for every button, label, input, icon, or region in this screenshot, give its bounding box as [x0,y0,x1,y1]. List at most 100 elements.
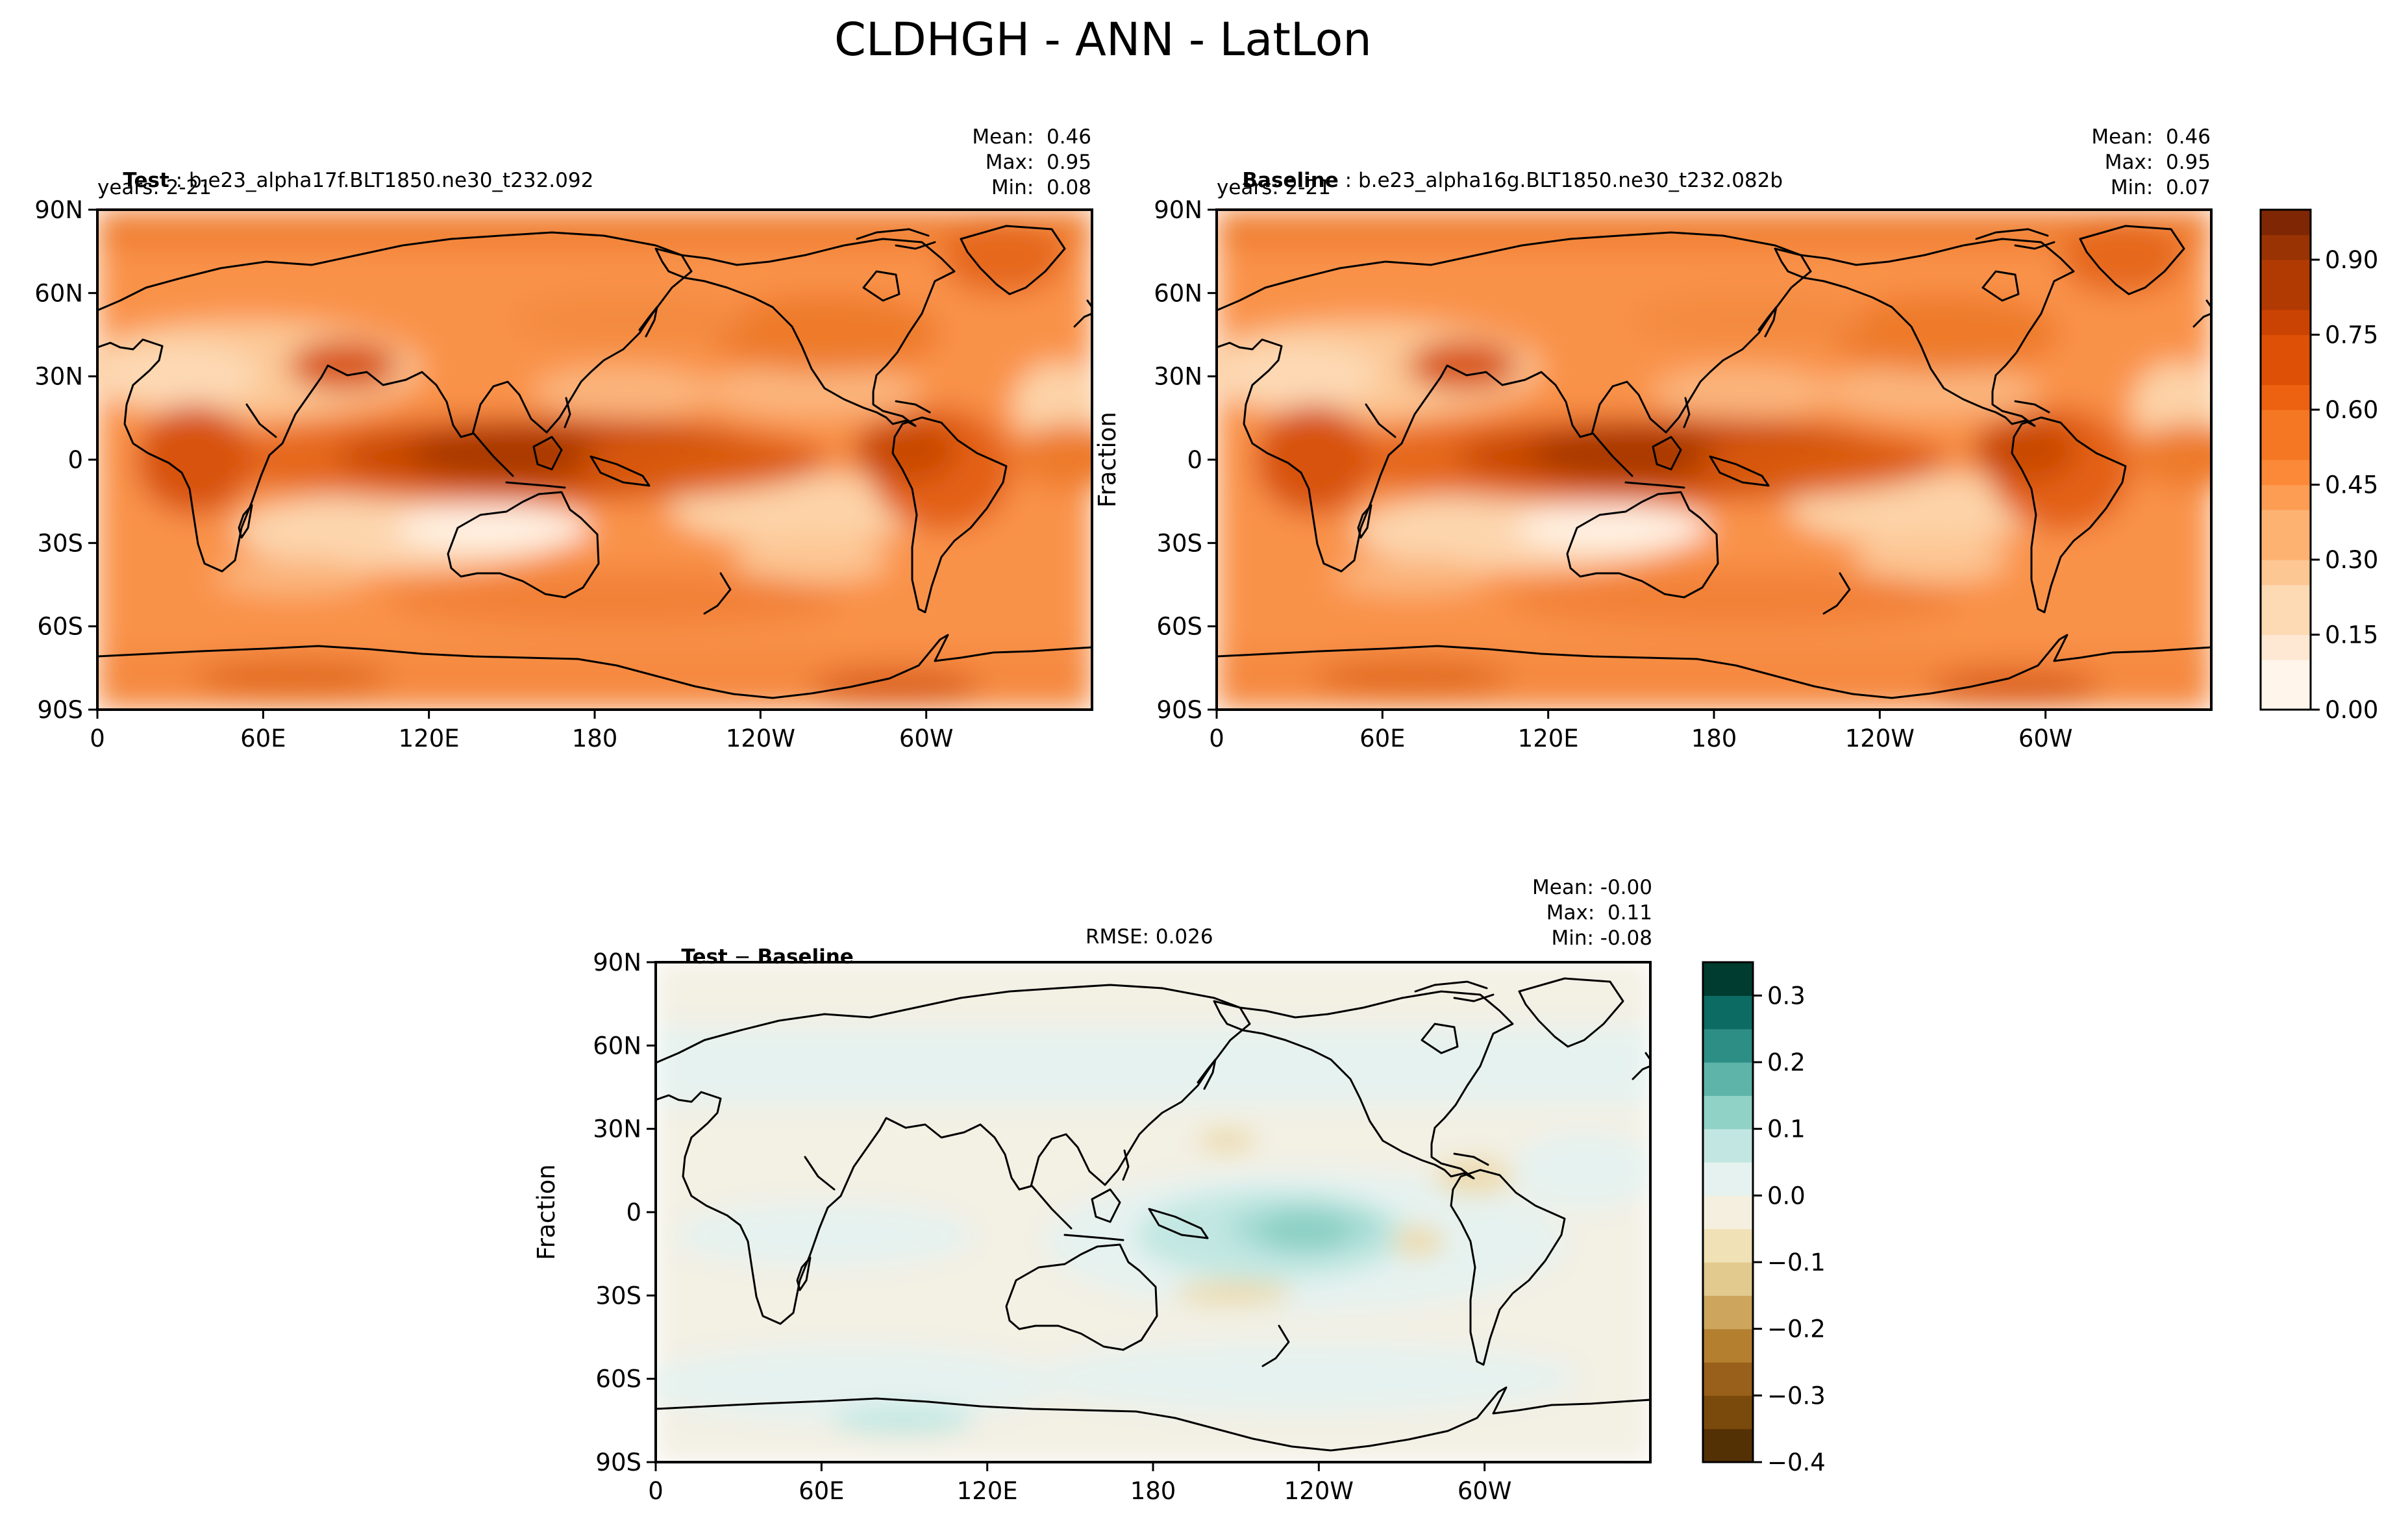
diff-colorbar-tick-label: −0.2 [1767,1315,1826,1343]
cloud-colorbar-tick-label: 0.90 [2325,246,2378,274]
cloud-colorbar-segment [2261,360,2311,386]
diff-colorbar-segment [1703,1295,1753,1330]
baseline-xtick-label: 0 [1209,725,1224,752]
diff-colorbar-tick-label: −0.1 [1767,1249,1826,1276]
diff-colorbar: 0.3 0.2 0.1 0.0 −0.1 −0.2 −0.3 −0.4 [1702,961,1826,1476]
baseline-header: Baseline : b.e23_alpha16g.BLT1850.ne30_t… [1217,151,1783,211]
figure-title: CLDHGH - ANN - LatLon [834,13,1372,66]
baseline-stat-mean: Mean: 0.46 [2091,125,2211,149]
test-label: Test [123,169,169,192]
diff-colorbar-segment [1703,1328,1753,1363]
baseline-ytick-label: 90S [1156,696,1202,724]
diff-ytick-label: 30S [595,1282,641,1310]
cloud-colorbar-segment [2261,410,2311,436]
baseline-ytick-label: 30S [1156,529,1202,557]
baseline-stat-max: Max: 0.95 [2104,151,2211,174]
cloud-colorbar-segment [2261,384,2311,410]
test-ytick-label: 90N [34,196,83,224]
diff-stat-mean: Mean: -0.00 [1532,876,1652,899]
test-stat-min: Min: 0.08 [991,176,1091,199]
diff-colorbar-segment [1703,1362,1753,1396]
test-xtick-label: 120W [726,725,795,752]
diff-colorbar-segment [1703,1095,1753,1130]
baseline-ytick-label: 60N [1154,279,1202,307]
diff-colorbar-segment [1703,1162,1753,1196]
diff-colorbar-segment [1703,1128,1753,1163]
cloud-colorbar-segment [2261,434,2311,460]
diff-colorbar-tick-label: 0.0 [1767,1182,1806,1210]
diff-ytick-label: 90S [595,1448,641,1476]
baseline-xtick-label: 120W [1845,725,1915,752]
diff-ytick-label: 90N [593,949,641,976]
diff-colorbar-outline [1702,961,1754,1463]
cloud-colorbar-tick-label: 0.00 [2325,696,2378,724]
test-xtick-label: 180 [572,725,618,752]
cloud-colorbar-segment [2261,234,2311,260]
baseline-xtick-label: 120E [1518,725,1579,752]
cloud-colorbar-segment [2261,534,2311,560]
diff-colorbar-segment [1703,1195,1753,1230]
test-ytick-label: 60N [34,279,83,307]
cloud-colorbar-tick-label: 0.15 [2325,621,2378,649]
cloud-colorbar-segment [2261,560,2311,586]
diff-xtick-label: 60W [1458,1477,1512,1505]
baseline-ytick-label: 30N [1154,363,1202,391]
diff-heatmap-field [656,962,1650,1462]
cloud-colorbar-segment [2261,634,2311,660]
baseline-ylabel: Fraction [1093,412,1121,508]
test-sep: : [169,169,189,192]
cloud-colorbar-tick-label: 0.75 [2325,321,2378,349]
diff-xtick-label: 120E [957,1477,1018,1505]
diff-colorbar-segment [1703,1395,1753,1430]
diff-colorbar-segment [1703,1262,1753,1296]
diff-xtick-label: 0 [648,1477,664,1505]
cloud-colorbar-segment [2261,684,2311,710]
diff-stat-min: Min: -0.08 [1551,926,1652,950]
test-years: years: 2-21 [97,176,212,199]
baseline-ytick-label: 0 [1187,446,1202,474]
baseline-xtick-label: 180 [1691,725,1737,752]
diff-colorbar-segment [1703,1428,1753,1463]
baseline-ytick-label: 90N [1154,196,1202,224]
diff-xtick-label: 120W [1284,1477,1354,1505]
diff-colorbar-tick-label: −0.4 [1767,1448,1826,1476]
diff-colorbar-tick-label: 0.2 [1767,1049,1806,1076]
cloud-colorbar-segment [2261,284,2311,310]
diff-ytick-label: 0 [626,1199,641,1226]
test-map-panel: 90N 60N 30N 0 30S 60S 90S 0 60E 120E 180 120W 60W [34,196,1093,752]
cloud-colorbar-segment [2261,584,2311,610]
diff-stat-max: Max: 0.11 [1546,901,1652,925]
diff-colorbar-tick-label: 0.3 [1767,982,1806,1010]
test-ytick-label: 30N [34,363,83,391]
baseline-xtick-label: 60W [2018,725,2073,752]
test-ytick-label: 30S [37,529,83,557]
test-xtick-label: 120E [399,725,460,752]
baseline-years: years: 2-21 [1217,176,1331,199]
diff-xtick-label: 180 [1130,1477,1176,1505]
diff-ylabel: Fraction [532,1164,560,1260]
diff-colorbar-segment [1703,962,1753,996]
cloud-colorbar-segment [2261,660,2311,686]
test-ytick-label: 90S [37,696,83,724]
diff-colorbar-segment [1703,1228,1753,1263]
cloud-colorbar-segment [2261,260,2311,286]
test-header: Test : b.e23_alpha17f.BLT1850.ne30_t232.… [97,151,593,211]
test-stat-max: Max: 0.95 [985,151,1091,174]
diff-colorbar-tick-label: −0.3 [1767,1382,1826,1410]
test-case-name: b.e23_alpha17f.BLT1850.ne30_t232.092 [188,169,594,192]
test-ytick-label: 60S [37,613,83,641]
cloud-colorbar-segment [2261,334,2311,360]
cloud-colorbar-segment [2261,210,2311,236]
test-xtick-label: 60E [240,725,286,752]
diff-ytick-label: 60N [593,1032,641,1060]
baseline-stat-min: Min: 0.07 [2110,176,2211,199]
diff-ytick-label: 60S [595,1365,641,1393]
cloud-colorbar: 0.00 0.15 0.30 0.45 0.60 0.75 0.90 [2259,208,2378,724]
baseline-label: Baseline [1242,169,1339,192]
diff-rmse: RMSE: 0.026 [1086,925,1213,949]
cloud-colorbar-tick-label: 0.45 [2325,471,2378,499]
cloud-colorbar-tick-label: 0.30 [2325,546,2378,574]
cloud-colorbar-segment [2261,484,2311,510]
